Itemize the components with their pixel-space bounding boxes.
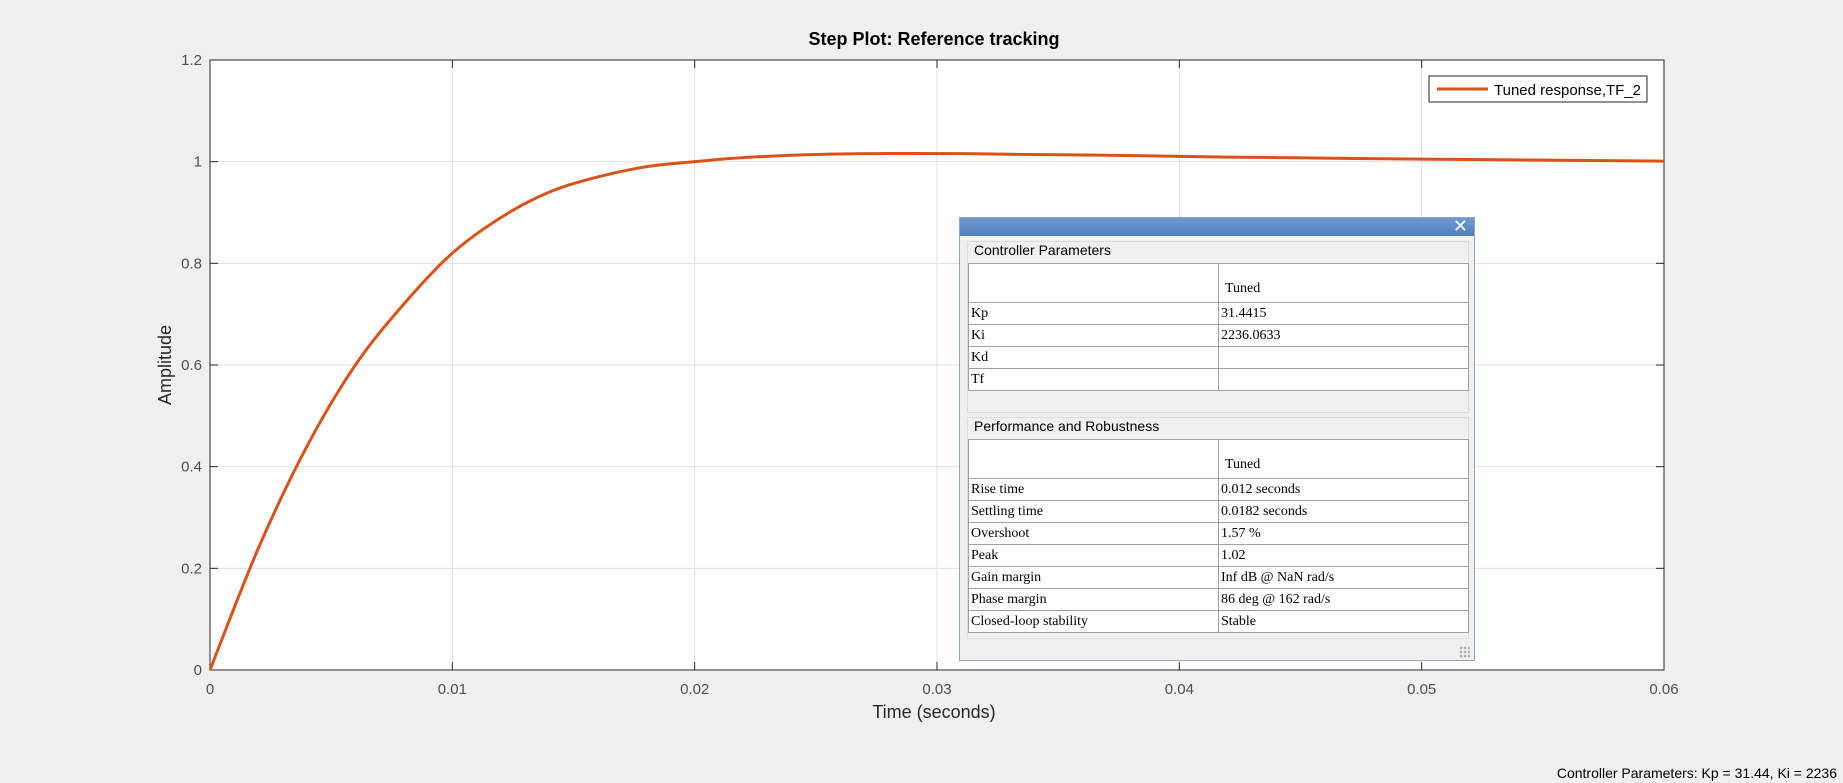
- table-row: Rise time 0.012 seconds: [968, 478, 1469, 501]
- metric-value: 1.02: [1218, 544, 1469, 567]
- table-row: Kp 31.4415: [968, 302, 1469, 325]
- x-tick-label: 0.01: [438, 681, 467, 698]
- table-row: Phase margin 86 deg @ 162 rad/s: [968, 588, 1469, 611]
- plot-title: Step Plot: Reference tracking: [808, 29, 1059, 49]
- metric-value: 0.0182 seconds: [1218, 500, 1469, 523]
- status-bar-text: Controller Parameters: Kp = 31.44, Ki = …: [1556, 765, 1837, 781]
- series-lines: [208, 151, 1665, 671]
- table-row: Overshoot 1.57 %: [968, 522, 1469, 545]
- param-value: [1218, 368, 1469, 391]
- table-header-row: Tuned: [968, 263, 1469, 303]
- metric-name: Rise time: [968, 478, 1219, 501]
- controller-parameters-label: Controller Parameters: [972, 242, 1113, 258]
- metric-value: 0.012 seconds: [1218, 478, 1469, 501]
- axis-ticks: 0 0.01 0.02 0.03 0.04 0.05 0.06 0 0.2 0.4 0.6 0.8 1 1…: [181, 52, 1678, 698]
- header-empty-cell: [968, 439, 1219, 479]
- metric-name: Closed-loop stability: [968, 610, 1219, 633]
- param-value: [1218, 346, 1469, 369]
- column-header-tuned: Tuned: [1218, 263, 1469, 303]
- close-icon[interactable]: ✕: [1452, 216, 1468, 237]
- y-tick-label: 0.2: [181, 560, 202, 577]
- performance-robustness-group: Performance and Robustness Tuned Rise ti…: [967, 417, 1469, 639]
- window-titlebar[interactable]: ✕: [960, 216, 1474, 237]
- x-tick-label: 0: [206, 681, 214, 698]
- x-tick-label: 0.04: [1165, 681, 1194, 698]
- param-name: Kd: [968, 346, 1219, 369]
- metric-name: Peak: [968, 544, 1219, 567]
- y-tick-label: 0: [194, 662, 202, 679]
- metric-name: Phase margin: [968, 588, 1219, 611]
- param-value: 2236.0633: [1218, 324, 1469, 347]
- table-row: Settling time 0.0182 seconds: [968, 500, 1469, 523]
- param-name: Tf: [968, 368, 1219, 391]
- table-row: Closed-loop stability Stable: [968, 610, 1469, 633]
- x-tick-label: 0.06: [1649, 681, 1678, 698]
- param-value: 31.4415: [1218, 302, 1469, 325]
- performance-robustness-table: Tuned Rise time 0.012 seconds Settling ti…: [968, 439, 1469, 633]
- column-header-tuned: Tuned: [1218, 439, 1469, 479]
- metric-value: 86 deg @ 162 rad/s: [1218, 588, 1469, 611]
- y-tick-label: 0.6: [181, 357, 202, 374]
- header-empty-cell: [968, 263, 1219, 303]
- metric-name: Gain margin: [968, 566, 1219, 589]
- legend-entry-label: Tuned response,TF_2: [1494, 82, 1641, 99]
- table-header-row: Tuned: [968, 439, 1469, 479]
- x-tick-label: 0.05: [1407, 681, 1436, 698]
- table-row: Tf: [968, 368, 1469, 391]
- resize-grip-icon[interactable]: [1459, 646, 1471, 658]
- y-tick-label: 0.4: [181, 459, 202, 476]
- legend[interactable]: Tuned response,TF_2: [1428, 75, 1648, 103]
- x-tick-label: 0.03: [922, 681, 951, 698]
- table-row: Kd: [968, 346, 1469, 369]
- controller-parameters-group: Controller Parameters Tuned Kp 31.4415 Ki…: [967, 241, 1469, 413]
- performance-robustness-label: Performance and Robustness: [972, 418, 1162, 434]
- y-tick-label: 0.8: [181, 255, 202, 272]
- param-name: Ki: [968, 324, 1219, 347]
- metric-value: Inf dB @ NaN rad/s: [1218, 566, 1469, 589]
- metric-value: 1.57 %: [1218, 522, 1469, 545]
- table-row: Peak 1.02: [968, 544, 1469, 567]
- metric-name: Settling time: [968, 500, 1219, 523]
- y-tick-label: 1: [194, 154, 202, 171]
- x-axis-label: Time (seconds): [872, 702, 995, 722]
- controller-parameters-window[interactable]: ✕ Controller Parameters Tuned Kp 31.4415 …: [959, 216, 1475, 661]
- table-row: Ki 2236.0633: [968, 324, 1469, 347]
- metric-name: Overshoot: [968, 522, 1219, 545]
- plot-frame: [209, 59, 1665, 671]
- controller-parameters-table: Tuned Kp 31.4415 Ki 2236.0633 Kd Tf: [968, 263, 1469, 391]
- metric-value: Stable: [1218, 610, 1469, 633]
- x-tick-label: 0.02: [680, 681, 709, 698]
- table-row: Gain margin Inf dB @ NaN rad/s: [968, 566, 1469, 589]
- y-tick-label: 1.2: [181, 52, 202, 69]
- series-line: [208, 151, 1665, 671]
- param-name: Kp: [968, 302, 1219, 325]
- y-axis-label: Amplitude: [155, 325, 175, 405]
